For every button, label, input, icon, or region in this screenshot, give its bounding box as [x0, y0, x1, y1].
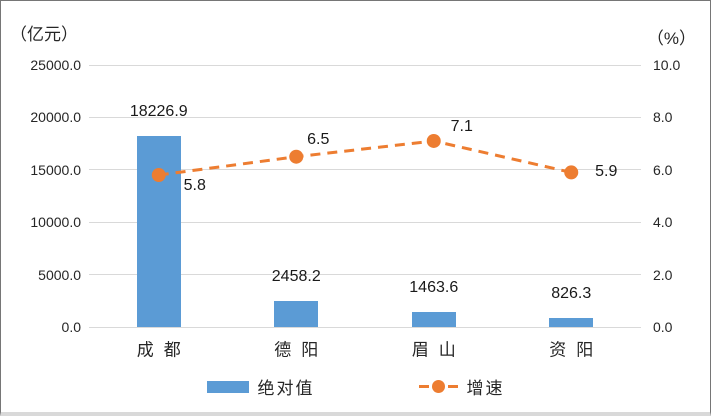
gridline — [89, 221, 641, 223]
category-label: 成都 — [136, 340, 191, 360]
growth-line-marker — [564, 165, 579, 180]
right-axis-tick-label: 4.0 — [653, 214, 673, 231]
legend-item-growth-rate: 增速 — [418, 374, 505, 399]
growth-line-marker — [426, 133, 441, 148]
bar-absolute-value — [411, 311, 456, 327]
gridline — [89, 326, 641, 328]
bar-value-label: 1463.6 — [409, 278, 459, 296]
bar-value-label: 18226.9 — [129, 102, 188, 120]
legend-label-absolute-value: 绝对值 — [257, 379, 315, 398]
left-axis-tick-label: 5000.0 — [38, 266, 81, 283]
line-value-label: 5.9 — [595, 163, 618, 181]
gridline — [89, 116, 641, 118]
right-axis-tick-label: 8.0 — [653, 109, 673, 126]
gridline — [89, 64, 641, 66]
category-label: 德阳 — [274, 340, 329, 360]
right-axis-unit-label: （%） — [646, 29, 696, 48]
bar-absolute-value — [274, 301, 319, 327]
right-axis-tick-label: 6.0 — [653, 161, 673, 178]
legend-label-growth-rate: 增速 — [466, 379, 505, 398]
line-value-label: 5.8 — [183, 177, 206, 195]
legend-item-absolute-value: 绝对值 — [206, 374, 315, 399]
category-label: 眉山 — [411, 340, 466, 360]
line-value-label: 6.5 — [307, 130, 330, 148]
left-axis-tick-label: 25000.0 — [30, 57, 81, 73]
right-axis-tick-label: 0.0 — [653, 319, 673, 335]
dash-icon — [418, 385, 429, 388]
legend: 绝对值 增速 — [1, 374, 710, 399]
left-axis-tick-label: 20000.0 — [30, 109, 81, 126]
left-axis-tick-label: 10000.0 — [30, 214, 81, 231]
line-value-label: 7.1 — [450, 117, 473, 135]
growth-line-marker — [289, 149, 304, 164]
category-label: 资阳 — [549, 340, 604, 360]
bar-value-label: 2458.2 — [271, 268, 321, 286]
line-series-swatch-icon — [418, 380, 458, 393]
bar-value-label: 826.3 — [551, 285, 592, 303]
right-axis-tick-label: 2.0 — [653, 266, 673, 283]
dash-icon — [447, 385, 458, 388]
bar-absolute-value — [549, 318, 594, 327]
gridline — [89, 274, 641, 276]
left-axis-tick-label: 0.0 — [61, 319, 81, 335]
right-axis-tick-label: 10.0 — [653, 57, 681, 73]
left-axis-unit-label: （亿元） — [10, 25, 78, 44]
bar-series-swatch-icon — [206, 380, 249, 393]
bar-absolute-value — [136, 135, 181, 327]
dot-icon — [431, 380, 445, 393]
left-axis-tick-label: 15000.0 — [30, 161, 81, 178]
